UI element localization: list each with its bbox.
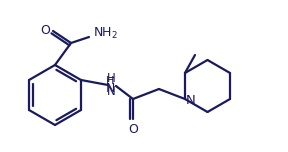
Text: O: O — [128, 123, 138, 136]
Text: H
N: H N — [107, 72, 115, 98]
Text: O: O — [40, 24, 50, 38]
Text: NH$_2$: NH$_2$ — [93, 25, 118, 41]
Text: N: N — [186, 93, 196, 107]
Text: N: N — [105, 83, 115, 95]
Text: H: H — [106, 76, 114, 86]
